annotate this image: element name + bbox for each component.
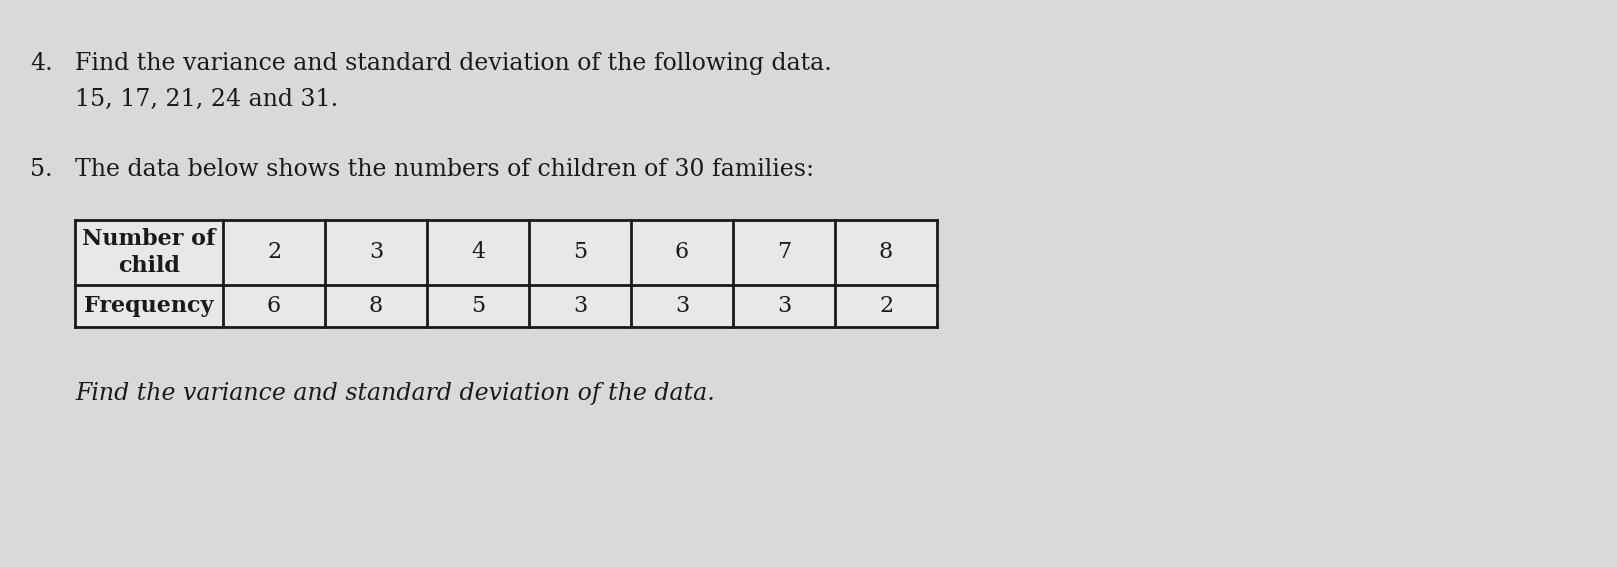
Text: Number of
child: Number of child — [82, 228, 215, 277]
Bar — [529, 285, 631, 327]
Text: 15, 17, 21, 24 and 31.: 15, 17, 21, 24 and 31. — [74, 88, 338, 111]
Bar — [733, 285, 834, 327]
Text: 3: 3 — [674, 295, 689, 317]
Bar — [631, 285, 733, 327]
Bar — [631, 220, 733, 285]
Text: 6: 6 — [674, 242, 689, 264]
Text: 5: 5 — [471, 295, 485, 317]
Text: 8: 8 — [369, 295, 383, 317]
Bar — [325, 285, 427, 327]
Text: 4: 4 — [471, 242, 485, 264]
Bar — [223, 220, 325, 285]
Bar — [733, 220, 834, 285]
Bar — [427, 285, 529, 327]
Bar — [834, 220, 936, 285]
Text: Frequency: Frequency — [84, 295, 213, 317]
Bar — [529, 220, 631, 285]
Bar — [74, 285, 223, 327]
Text: Find the variance and standard deviation of the data.: Find the variance and standard deviation… — [74, 382, 715, 405]
Bar — [427, 220, 529, 285]
Text: 3: 3 — [369, 242, 383, 264]
Text: Find the variance and standard deviation of the following data.: Find the variance and standard deviation… — [74, 52, 831, 75]
Text: 6: 6 — [267, 295, 281, 317]
Bar — [74, 220, 223, 285]
Text: 3: 3 — [776, 295, 791, 317]
Text: 2: 2 — [267, 242, 281, 264]
Text: 7: 7 — [776, 242, 791, 264]
Bar — [223, 285, 325, 327]
Text: 5.: 5. — [31, 158, 53, 181]
Text: 4.: 4. — [31, 52, 53, 75]
Text: 8: 8 — [880, 242, 893, 264]
Bar — [325, 220, 427, 285]
Text: The data below shows the numbers of children of 30 families:: The data below shows the numbers of chil… — [74, 158, 813, 181]
Text: 2: 2 — [880, 295, 893, 317]
Bar — [834, 285, 936, 327]
Text: 3: 3 — [572, 295, 587, 317]
Text: 5: 5 — [572, 242, 587, 264]
